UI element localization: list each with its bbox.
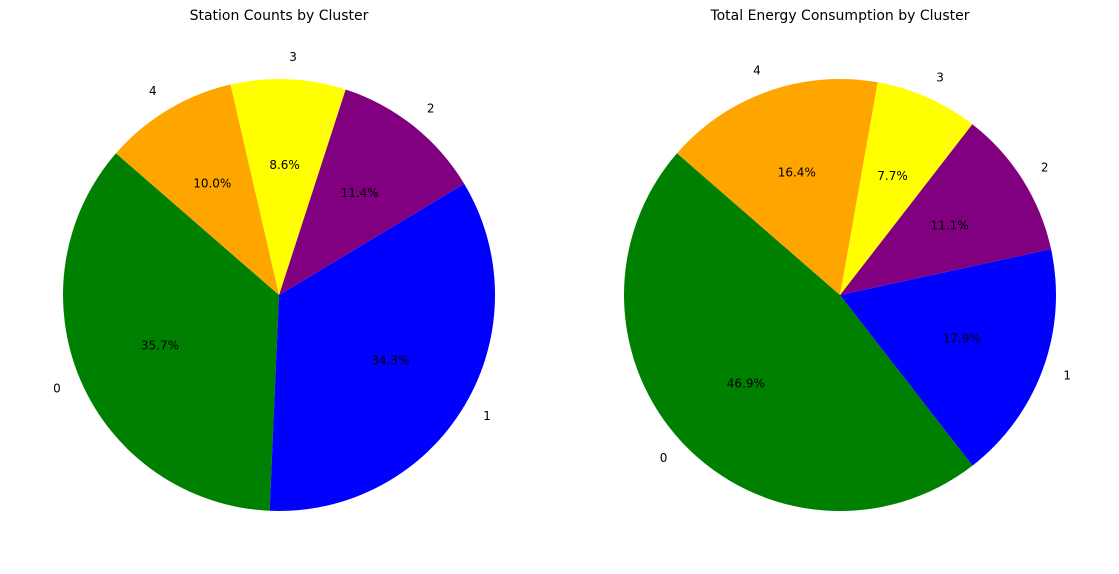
percentage-label: 46.9%	[727, 377, 765, 391]
pie-slice-2	[279, 89, 465, 296]
percentage-label: 11.1%	[931, 218, 969, 232]
pie-slice-4	[676, 79, 878, 295]
percentage-label: 7.7%	[877, 169, 908, 183]
pie-slice-1	[840, 249, 1056, 466]
chart-title: Station Counts by Cluster	[190, 8, 369, 24]
category-label: 4	[753, 64, 761, 78]
percentage-label: 17.9%	[943, 332, 981, 346]
pie-slice-0	[624, 153, 973, 512]
percentage-label: 10.0%	[193, 176, 231, 190]
pie-labels: 0 35.7% 1 34.3% 2 11.4% 3 8.6% 4 10.0%	[53, 50, 491, 423]
percentage-label: 11.4%	[341, 186, 379, 200]
energy-consumption-pie: Total Energy Consumption by Cluster 0 46.…	[624, 8, 1071, 512]
category-label: 3	[936, 70, 944, 84]
pie-slice-4	[115, 84, 279, 295]
chart-title: Total Energy Consumption by Cluster	[709, 8, 969, 24]
pie-slices	[624, 79, 1056, 512]
pie-slice-0	[62, 153, 280, 511]
category-label: 3	[289, 50, 297, 64]
category-label: 2	[1041, 161, 1049, 175]
pie-labels: 0 46.9% 1 17.9% 2 11.1% 3 7.7% 4 16.4%	[660, 64, 1071, 465]
pie-slice-3	[840, 82, 973, 295]
pie-slice-2	[840, 124, 1052, 296]
category-label: 4	[149, 84, 157, 98]
pie-slice-1	[269, 183, 496, 511]
category-label: 0	[53, 381, 61, 395]
station-counts-pie: Station Counts by Cluster 0 35.7% 1 34.3% 2 1…	[53, 8, 496, 511]
category-label: 2	[427, 102, 435, 116]
category-label: 1	[1063, 369, 1071, 383]
category-label: 1	[483, 409, 491, 423]
percentage-label: 34.3%	[371, 354, 409, 368]
percentage-label: 16.4%	[778, 165, 816, 179]
pie-slice-3	[230, 79, 346, 295]
percentage-label: 35.7%	[141, 339, 179, 353]
percentage-label: 8.6%	[269, 158, 300, 172]
pie-slices	[62, 79, 496, 511]
category-label: 0	[660, 451, 668, 465]
